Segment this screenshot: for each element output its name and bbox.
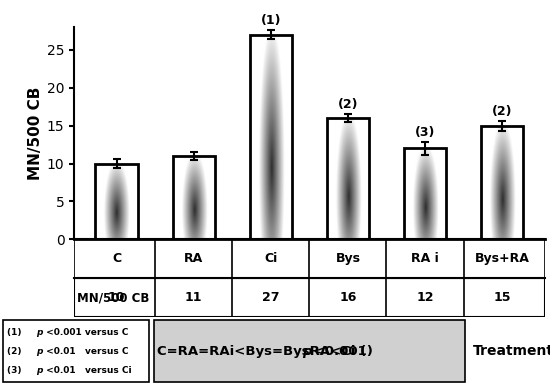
Bar (154, 321, 465, 382)
Text: (2): (2) (338, 98, 358, 111)
Text: Bys: Bys (336, 252, 360, 265)
Text: MN/500 CB: MN/500 CB (76, 291, 149, 304)
Y-axis label: MN/500 CB: MN/500 CB (28, 86, 43, 180)
Text: RA: RA (184, 252, 204, 265)
Text: p: p (302, 345, 312, 357)
Text: p: p (36, 328, 43, 336)
Text: 10: 10 (108, 291, 125, 304)
Text: <0.001 versus C: <0.001 versus C (43, 328, 128, 336)
Bar (96, 163, 138, 239)
Text: (1): (1) (7, 328, 30, 336)
Text: <0.01   versus Ci: <0.01 versus Ci (43, 366, 131, 375)
Text: <0.01   versus C: <0.01 versus C (43, 347, 128, 356)
Text: C: C (112, 252, 121, 265)
Text: 11: 11 (185, 291, 202, 304)
Text: Bys+RA: Bys+RA (475, 252, 530, 265)
Text: 12: 12 (416, 291, 434, 304)
Text: Treatments: Treatments (473, 344, 550, 358)
Bar (3, 321, 148, 382)
Text: (3): (3) (415, 126, 435, 138)
Text: p: p (36, 366, 43, 375)
Text: 16: 16 (339, 291, 356, 304)
Text: 15: 15 (493, 291, 511, 304)
Text: C=RA=RAi<Bys=BysRA<Ci (: C=RA=RAi<Bys=BysRA<Ci ( (157, 345, 366, 357)
Bar (404, 148, 446, 239)
Text: (1): (1) (261, 14, 281, 27)
Text: Ci: Ci (264, 252, 277, 265)
Bar (481, 126, 523, 239)
Text: p: p (36, 347, 43, 356)
Text: 27: 27 (262, 291, 279, 304)
Bar (327, 118, 369, 239)
Text: (3): (3) (7, 366, 30, 375)
Text: (2): (2) (7, 347, 30, 356)
Text: (2): (2) (492, 105, 513, 118)
Text: RA i: RA i (411, 252, 439, 265)
Bar (173, 156, 215, 239)
Text: <0.001): <0.001) (310, 345, 373, 357)
Bar (250, 35, 292, 239)
